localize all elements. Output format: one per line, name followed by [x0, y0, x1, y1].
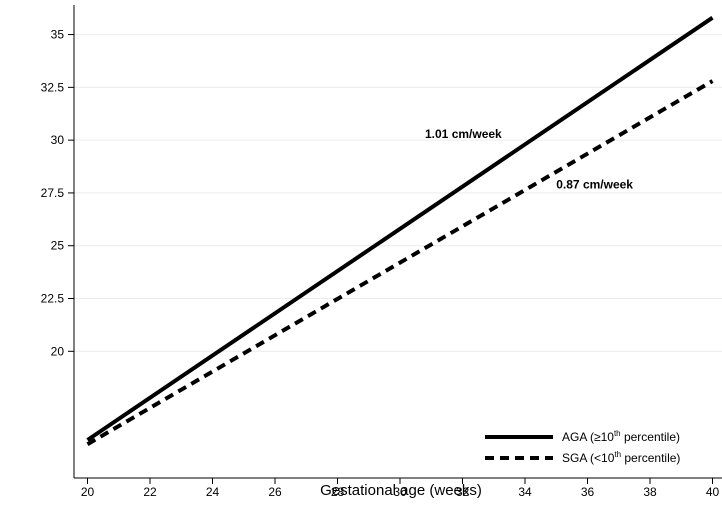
- x-axis-title: Gestational age (weeks): [320, 482, 482, 499]
- y-ticks: 20 22.5 25 27.5 30 32.5 35: [41, 28, 74, 358]
- x-tick-label: 30: [393, 485, 407, 499]
- x-tick-label: 26: [268, 485, 282, 499]
- annotations: 1.01 cm/week 0.87 cm/week: [425, 127, 633, 192]
- y-tick-label: 25: [51, 239, 65, 253]
- series-line-sga: [86, 79, 714, 446]
- slope-annotation: 0.87 cm/week: [556, 178, 633, 192]
- x-tick-label: 38: [643, 485, 657, 499]
- legend-label-aga: AGA (≥10th percentile): [562, 429, 680, 444]
- x-tick-label: 24: [206, 485, 220, 499]
- slope-annotation: 1.01 cm/week: [425, 127, 502, 141]
- legend-label-sga: SGA (<10th percentile): [562, 450, 680, 465]
- legend: AGA (≥10th percentile) SGA (<10th percent…: [485, 429, 680, 465]
- grid-lines: [74, 34, 722, 352]
- x-ticks: 20 22 24 26 28 30 32 34 36 38 40: [81, 478, 720, 499]
- y-tick-label: 20: [51, 344, 65, 358]
- y-tick-label: 35: [51, 28, 65, 42]
- x-tick-label: 28: [331, 485, 345, 499]
- series-lines: [86, 16, 714, 446]
- x-tick-label: 32: [456, 485, 470, 499]
- x-tick-label: 36: [581, 485, 595, 499]
- x-tick-label: 40: [706, 485, 720, 499]
- y-tick-label: 27.5: [41, 186, 65, 200]
- y-tick-label: 32.5: [41, 80, 65, 94]
- x-tick-label: 22: [143, 485, 157, 499]
- series-line-aga: [86, 16, 714, 442]
- x-tick-label: 34: [518, 485, 532, 499]
- x-tick-label: 20: [81, 485, 95, 499]
- y-tick-label: 22.5: [41, 292, 65, 306]
- y-tick-label: 30: [51, 133, 65, 147]
